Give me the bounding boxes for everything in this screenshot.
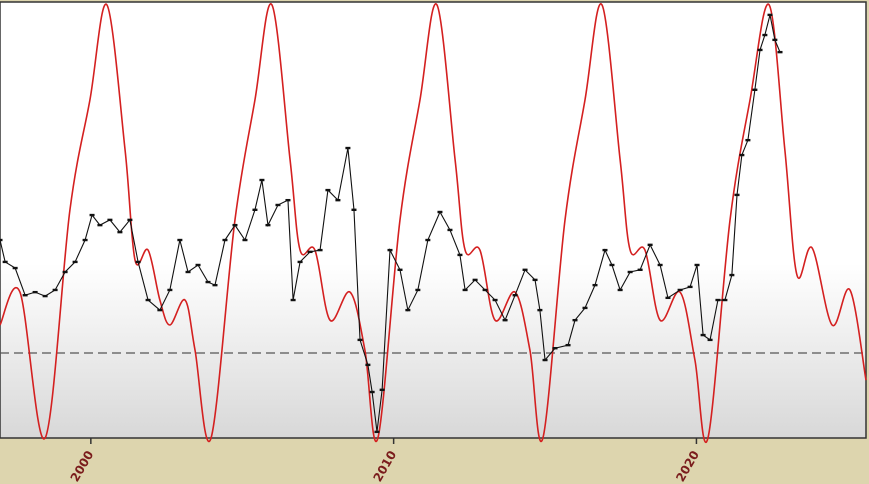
data-point [89,213,95,217]
data-point [522,268,528,272]
data-point [715,298,721,302]
data-point [707,338,713,342]
data-point [492,298,498,302]
data-point [772,38,778,42]
data-point [602,248,608,252]
data-point [297,260,303,264]
data-point [127,218,133,222]
data-point [405,308,411,312]
data-point [665,296,671,300]
data-point [62,270,68,274]
data-point [729,273,735,277]
data-point [457,253,463,257]
series-line [0,3,867,443]
data-point [609,263,615,267]
data-point [752,88,758,91]
data-point [565,343,571,347]
data-point [700,333,706,337]
data-point [369,390,375,394]
data-point [177,238,183,242]
data-point [694,263,700,267]
data-point [290,298,296,302]
data-point [222,238,228,242]
data-point [572,318,578,322]
data-point [265,223,271,227]
data-point [627,270,633,274]
data-point [157,308,163,312]
data-point [739,153,745,157]
data-point [97,223,103,227]
data-point [757,48,763,52]
data-point [647,243,653,247]
data-point [357,338,363,342]
data-point [552,347,558,350]
data-point [502,318,508,322]
data-point [307,250,313,254]
data-point [462,288,468,292]
data-point [12,266,18,270]
data-point [205,280,211,284]
data-point [734,193,740,197]
data-point [542,358,548,362]
data-point [117,230,123,234]
data-point [0,238,3,242]
data-point [415,288,421,292]
data-point [42,294,48,298]
data-point [447,228,453,232]
data-point [722,298,728,302]
data-point [252,208,258,212]
data-point [687,285,693,289]
data-point [2,260,8,264]
data-point [32,290,38,294]
data-point [325,188,331,192]
data-point [185,270,191,274]
data-point [512,294,518,297]
data-point [285,198,291,202]
data-point [22,294,28,297]
data-point [397,268,403,272]
data-point [52,288,58,292]
data-point [145,298,151,302]
data-point [745,138,751,142]
data-point [472,278,478,282]
data-point [637,268,643,272]
data-point [335,198,341,202]
data-point [345,146,351,150]
plot-area [0,1,867,439]
data-point [365,363,371,367]
data-point [82,238,88,242]
data-point [107,218,113,222]
data-point [677,288,683,292]
data-point [195,263,201,267]
data-point [437,210,443,214]
data-point [762,33,768,37]
data-point [275,203,281,207]
data-point [582,306,588,310]
data-point [537,308,543,312]
data-point [777,50,783,54]
data-point [351,208,357,212]
data-point [532,278,538,282]
data-point [317,248,323,252]
data-point [387,248,393,252]
data-point [592,283,598,287]
data-point [135,260,141,264]
data-point [617,288,623,292]
data-point [242,238,248,242]
data-point [259,178,265,182]
data-point [379,388,385,392]
data-point [212,283,218,287]
data-point [482,288,488,292]
data-point [657,263,663,267]
data-point [232,223,238,227]
data-point [374,430,380,434]
data-point [767,13,773,17]
data-point [167,288,173,292]
data-point [72,260,78,264]
data-point [425,238,431,242]
